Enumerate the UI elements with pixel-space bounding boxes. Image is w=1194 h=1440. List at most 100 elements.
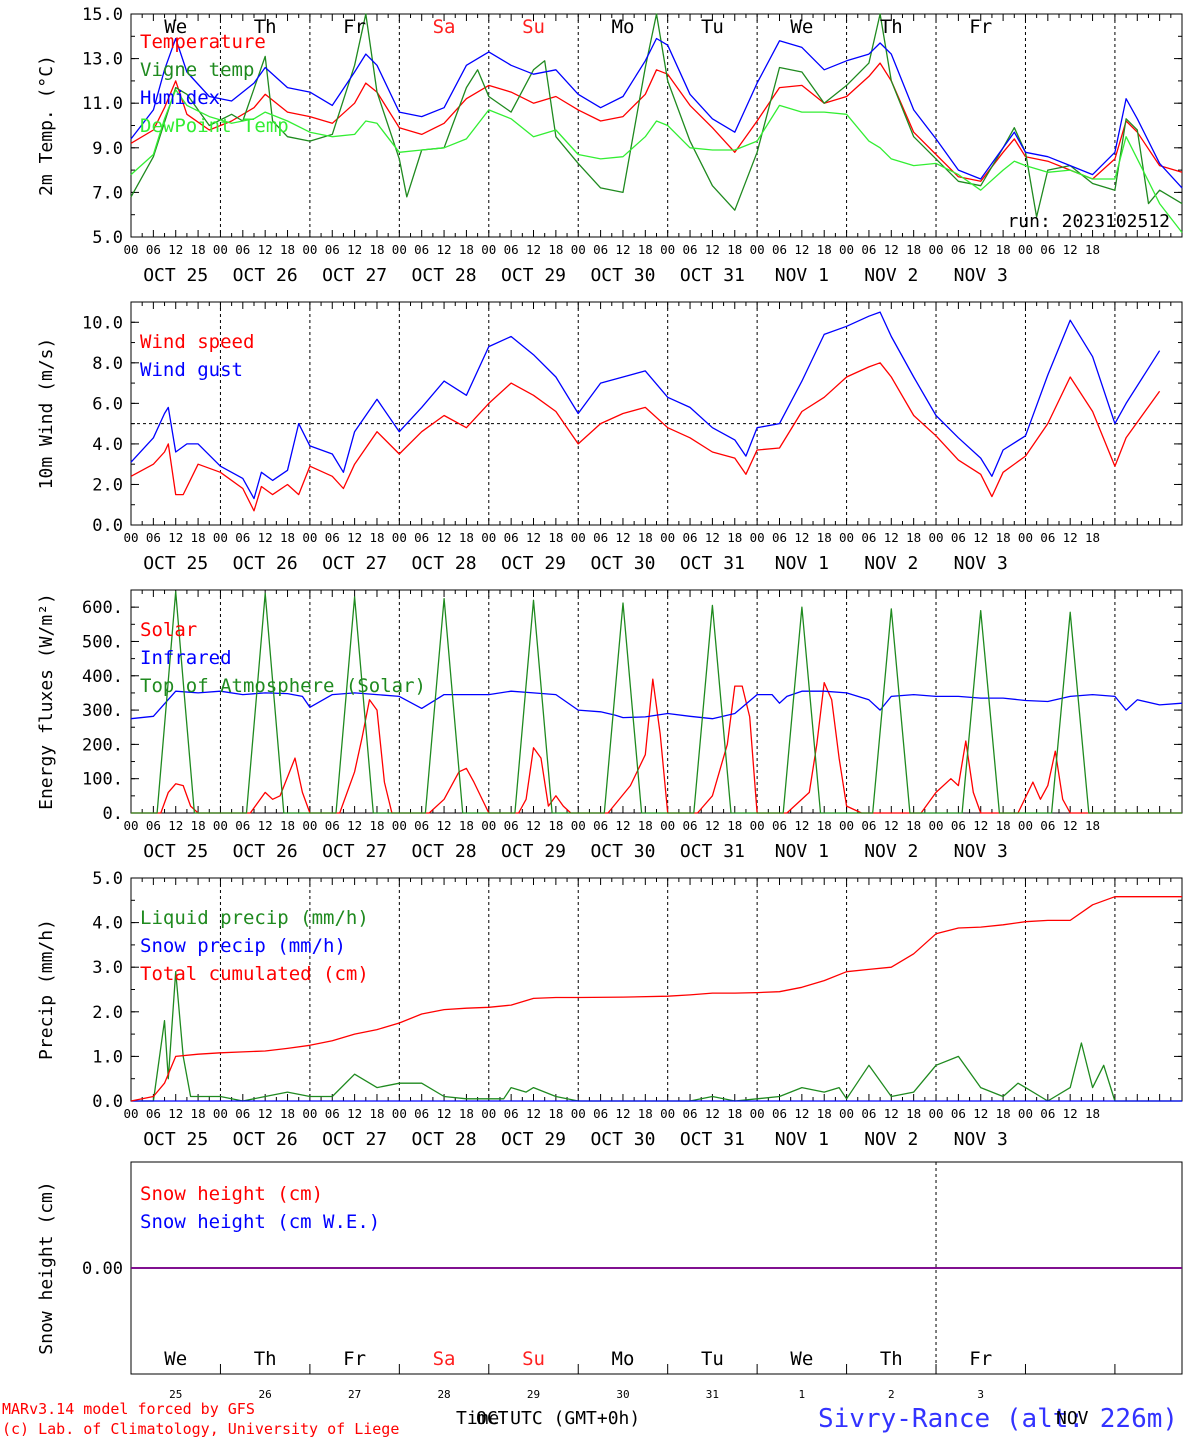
legend-entry: Top of Atmosphere (Solar) (140, 675, 426, 697)
y-tick-label: 2.0 (92, 475, 123, 495)
x-hour-tick-label: 06 (683, 1106, 698, 1121)
x-hour-tick-label: 18 (459, 818, 474, 833)
x-hour-tick-label: 00 (1018, 1106, 1033, 1121)
x-date-label: OCT 26 (233, 841, 298, 862)
series-line-top-of-atmosphere-solar- (131, 591, 1182, 814)
day-number-label: 31 (706, 1388, 719, 1401)
x-hour-tick-label: 18 (369, 1106, 384, 1121)
x-hour-tick-label: 00 (839, 1106, 854, 1121)
x-date-label: NOV 3 (954, 553, 1008, 574)
x-hour-tick-label: 00 (928, 242, 943, 257)
station-title: Sivry-Rance (alt: 226m) (818, 1404, 1178, 1434)
series-line-humidex (130, 37, 1183, 189)
legend-entry: Wind speed (140, 331, 254, 353)
x-date-label: OCT 29 (501, 1129, 566, 1150)
x-hour-tick-label: 00 (392, 242, 407, 257)
x-date-label: OCT 28 (412, 841, 477, 862)
x-hour-tick-label: 12 (705, 242, 720, 257)
footer: MARv3.14 model forced by GFS (c) Lab. of… (2, 1400, 1178, 1438)
run-annotation: run: 2023102512 (1007, 211, 1170, 232)
x-hour-tick-label: 06 (504, 1106, 519, 1121)
x-hour-tick-label: 18 (638, 242, 653, 257)
x-hour-tick-label: 06 (593, 530, 608, 545)
series-line-solar (131, 678, 1182, 814)
x-hour-tick-label: 12 (705, 530, 720, 545)
x-hour-tick-label: 06 (325, 242, 340, 257)
day-number-label: 29 (527, 1388, 540, 1401)
y-axis-label: Snow height (cm) (36, 1181, 57, 1354)
day-number-label: 2 (888, 1388, 895, 1401)
x-date-label: OCT 26 (233, 553, 298, 574)
day-number-label: 28 (437, 1388, 450, 1401)
x-hour-tick-label: 00 (571, 1106, 586, 1121)
time-axis-oct-label: OCT (476, 1408, 509, 1429)
x-hour-tick-label: 12 (794, 242, 809, 257)
x-hour-tick-label: 00 (928, 530, 943, 545)
weekday-label: Fr (969, 16, 992, 38)
x-hour-tick-label: 06 (772, 242, 787, 257)
x-hour-tick-label: 12 (347, 242, 362, 257)
x-hour-tick-label: 00 (660, 530, 675, 545)
legend-entry: Snow precip (mm/h) (140, 935, 346, 957)
legend-entry: Solar (140, 619, 197, 641)
x-hour-tick-label: 06 (504, 530, 519, 545)
x-date-label: OCT 28 (412, 265, 477, 286)
x-date-label: OCT 25 (143, 841, 208, 862)
x-hour-tick-label: 06 (683, 818, 698, 833)
x-hour-tick-label: 06 (1040, 1106, 1055, 1121)
x-hour-tick-label: 00 (123, 242, 138, 257)
x-hour-tick-label: 06 (325, 818, 340, 833)
x-hour-tick-label: 18 (817, 1106, 832, 1121)
x-hour-tick-label: 06 (683, 530, 698, 545)
time-axis-label: Time UTC (GMT+0h) (456, 1408, 640, 1429)
x-hour-tick-label: 18 (191, 1106, 206, 1121)
x-hour-tick-label: 18 (280, 1106, 295, 1121)
copyright-credit: (c) Lab. of Climatology, University of L… (2, 1420, 399, 1438)
weekday-label: Mo (612, 16, 635, 38)
y-tick-label: 3.0 (92, 958, 123, 978)
day-number-label: 30 (616, 1388, 629, 1401)
legend-entry: Temperature (140, 31, 266, 53)
x-date-label: OCT 31 (680, 1129, 745, 1150)
day-number-label: 1 (799, 1388, 806, 1401)
x-hour-tick-label: 00 (571, 242, 586, 257)
x-hour-tick-label: 18 (1085, 530, 1100, 545)
x-hour-tick-label: 18 (548, 242, 563, 257)
x-date-label: OCT 25 (143, 553, 208, 574)
legend-entry: Infrared (140, 647, 232, 669)
series-line-temperature (130, 62, 1183, 182)
x-date-label: NOV 1 (775, 1129, 829, 1150)
y-tick-label: 6.0 (92, 394, 123, 414)
x-hour-tick-label: 12 (526, 1106, 541, 1121)
x-hour-tick-label: 06 (861, 818, 876, 833)
y-axis-label: Precip (mm/h) (36, 919, 57, 1060)
x-hour-tick-label: 18 (727, 242, 742, 257)
x-hour-tick-label: 00 (1018, 530, 1033, 545)
x-hour-tick-label: 00 (213, 530, 228, 545)
x-hour-tick-label: 18 (548, 1106, 563, 1121)
x-date-label: OCT 29 (501, 265, 566, 286)
x-hour-tick-label: 18 (817, 818, 832, 833)
legend-entry: Vigne temp (140, 59, 254, 81)
x-hour-tick-label: 06 (235, 1106, 250, 1121)
x-date-label: NOV 2 (864, 553, 918, 574)
x-hour-tick-label: 06 (861, 1106, 876, 1121)
x-date-label: OCT 26 (233, 265, 298, 286)
x-hour-tick-label: 06 (414, 1106, 429, 1121)
x-hour-tick-label: 12 (347, 818, 362, 833)
y-tick-label: 4.0 (92, 914, 123, 934)
x-hour-tick-label: 06 (772, 818, 787, 833)
y-axis-label: 2m Temp. (°C) (36, 55, 57, 196)
y-tick-label: 2.0 (92, 1003, 123, 1023)
x-date-label: OCT 27 (322, 841, 387, 862)
weekday-label: Mo (612, 1348, 635, 1370)
x-hour-tick-label: 18 (548, 530, 563, 545)
x-date-label: NOV 2 (864, 841, 918, 862)
x-date-label: NOV 3 (954, 265, 1008, 286)
x-date-label: NOV 1 (775, 265, 829, 286)
weekday-label: Sa (433, 1348, 456, 1370)
x-hour-tick-label: 00 (1018, 818, 1033, 833)
x-hour-tick-label: 18 (638, 818, 653, 833)
x-date-label: OCT 30 (590, 553, 655, 574)
legend-entry: Snow height (cm W.E.) (140, 1211, 380, 1233)
